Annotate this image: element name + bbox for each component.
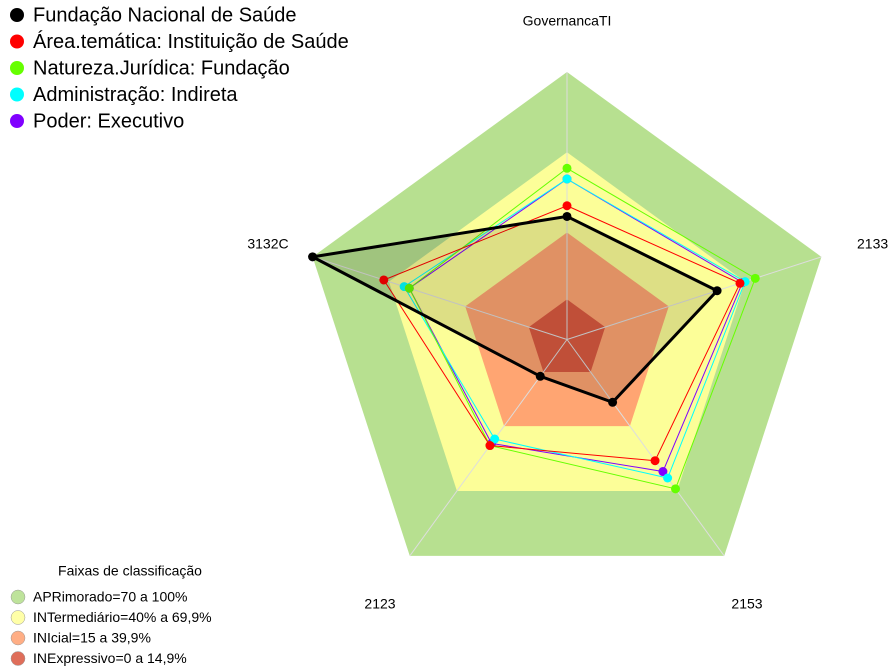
band-legend-marker: [10, 589, 26, 605]
series-point: [670, 484, 680, 494]
spoke: [566, 339, 725, 557]
series-point: [490, 434, 500, 444]
series-line: [403, 178, 746, 479]
band-legend-label: APRimorado=70 a 100%: [33, 589, 188, 605]
series-point: [658, 467, 668, 477]
series-point: [562, 163, 572, 173]
legend-label: Poder: Executivo: [33, 110, 184, 132]
legend-marker: [10, 8, 24, 22]
series-point: [485, 441, 495, 451]
series-point: [735, 278, 745, 288]
series-point: [562, 174, 572, 184]
legend-label: Área.temática: Instituição de Saúde: [33, 30, 349, 53]
spoke: [312, 256, 568, 340]
bands-legend-title: Faixas de classificação: [58, 563, 202, 579]
axis-label: 2133: [857, 236, 888, 252]
band-legend-marker: [10, 651, 26, 666]
legend-label: Administração: Indireta: [33, 84, 238, 106]
band-legend-label: INIcial=15 a 39,9%: [33, 630, 151, 646]
legend-label: Fundação Nacional de Saúde: [33, 4, 297, 26]
series-point: [750, 273, 760, 283]
band-legend-label: INExpressivo=0 a 14,9%: [33, 650, 187, 666]
series-point: [535, 371, 545, 381]
series-point: [663, 473, 673, 483]
series-line: [408, 167, 756, 490]
legend-marker: [10, 114, 24, 128]
legend-marker: [10, 87, 24, 102]
legend-label: Natureza.Jurídica: Fundação: [33, 57, 290, 79]
axis-label: 3132C: [247, 236, 288, 252]
band-legend-label: INTermediário=40% a 69,9%: [33, 609, 212, 625]
axis-label: 2123: [364, 596, 395, 612]
axis-label: GovernancaTI: [523, 13, 612, 29]
legend-marker: [10, 34, 24, 49]
series-line: [307, 214, 720, 405]
series-point: [404, 283, 414, 293]
series-line: [383, 205, 741, 462]
series-point: [379, 275, 389, 285]
axis-label: 2153: [731, 596, 762, 612]
series-point: [562, 201, 572, 211]
spoke: [566, 256, 822, 340]
legend-marker: [10, 61, 24, 75]
series-point: [562, 211, 572, 221]
band-legend-marker: [10, 610, 26, 625]
series-point: [608, 397, 618, 407]
series-point: [650, 456, 660, 466]
series-point: [712, 286, 722, 296]
band-legend-marker: [10, 630, 26, 646]
series-point: [308, 252, 318, 262]
